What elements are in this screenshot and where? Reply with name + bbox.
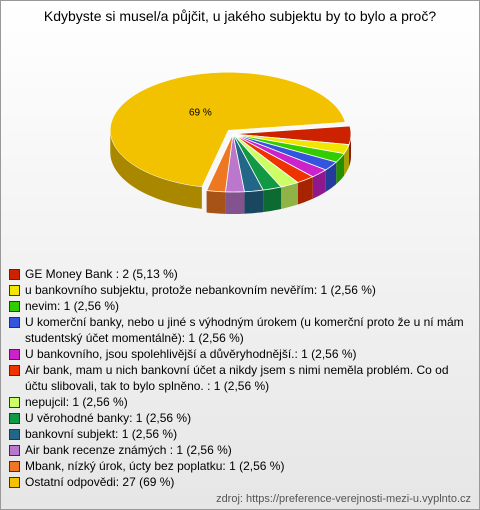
legend-item: U bankovního, jsou spolehlivější a důvěr…: [9, 346, 469, 362]
legend-item: GE Money Bank : 2 (5,13 %): [9, 266, 469, 282]
legend: GE Money Bank : 2 (5,13 %) u bankovního s…: [9, 266, 469, 490]
slice-side: [349, 134, 351, 167]
slice: [232, 133, 338, 171]
legend-item: nevim: 1 (2,56 %): [9, 298, 469, 314]
slice: [232, 133, 327, 178]
legend-swatch: [9, 317, 20, 328]
legend-label: Air bank recenze známých : 1 (2,56 %): [25, 443, 232, 457]
legend-item: U věrohodné banky: 1 (2,56 %): [9, 410, 469, 426]
legend-label: bankovní subjekt: 1 (2,56 %): [25, 427, 178, 441]
legend-label: Air bank, mam u nich bankovní účet a nik…: [25, 363, 449, 393]
slice-side: [312, 169, 326, 199]
source: zdroj: https://preference-verejnosti-mez…: [216, 493, 471, 505]
legend-label: U komerční banky, nebo u jiné s výhodným…: [25, 315, 464, 345]
legend-item: Air bank recenze známých : 1 (2,56 %): [9, 442, 469, 458]
slice-side: [263, 186, 282, 213]
slice: [206, 133, 234, 193]
chart: Kdybyste si musel/a půjčit, u jakého sub…: [44, 8, 436, 214]
legend-label: nepujcil: 1 (2,56 %): [25, 395, 128, 409]
legend-swatch: [9, 301, 20, 312]
value-label: 69 %: [189, 107, 212, 118]
legend-label: Ostatní odpovědi: 27 (69 %): [25, 475, 175, 489]
legend-item: nepujcil: 1 (2,56 %): [9, 394, 469, 410]
slice: [232, 125, 352, 146]
slice: [232, 133, 282, 191]
legend-label: nevim: 1 (2,56 %): [25, 299, 120, 313]
legend-item: Air bank, mam u nich bankovní účet a nik…: [9, 362, 469, 394]
legend-item: u bankovního subjektu, protože nebankovn…: [9, 282, 469, 298]
slice-side: [206, 190, 226, 214]
legend-swatch: [9, 413, 20, 424]
legend-item: Ostatní odpovědi: 27 (69 %): [9, 474, 469, 490]
legend-label: U bankovního, jsou spolehlivější a důvěr…: [25, 347, 357, 361]
legend-label: GE Money Bank : 2 (5,13 %): [25, 267, 178, 281]
legend-label: u bankovního subjektu, protože nebankovn…: [25, 283, 376, 297]
slice: [232, 133, 264, 193]
slice-side: [244, 190, 264, 214]
slice: [232, 133, 299, 188]
legend-label: U věrohodné banky: 1 (2,56 %): [25, 411, 192, 425]
legend-swatch: [9, 397, 20, 408]
legend-swatch: [9, 365, 20, 376]
slice-side: [225, 191, 245, 214]
legend-swatch: [9, 445, 20, 456]
legend-swatch: [9, 461, 20, 472]
slice-side: [281, 182, 298, 209]
slice-side: [110, 130, 202, 209]
slice-side: [297, 176, 313, 205]
slice-side: [336, 153, 345, 185]
legend-swatch: [9, 285, 20, 296]
slice: [232, 133, 314, 183]
slice: [224, 133, 245, 193]
slice: [232, 133, 345, 163]
chart-title: Kdybyste si musel/a půjčit, u jakého sub…: [44, 8, 436, 24]
legend-item: Mbank, nízký úrok, úcty bez poplatku: 1 …: [9, 458, 469, 474]
legend-label: Mbank, nízký úrok, úcty bez poplatku: 1 …: [25, 459, 285, 473]
legend-swatch: [9, 269, 20, 280]
legend-swatch: [9, 477, 20, 488]
legend-item: bankovní subjekt: 1 (2,56 %): [9, 426, 469, 442]
slice-side: [325, 162, 337, 192]
legend-swatch: [9, 429, 20, 440]
legend-item: U komerční banky, nebo u jiné s výhodným…: [9, 314, 469, 346]
legend-swatch: [9, 349, 20, 360]
slice: [110, 72, 346, 188]
